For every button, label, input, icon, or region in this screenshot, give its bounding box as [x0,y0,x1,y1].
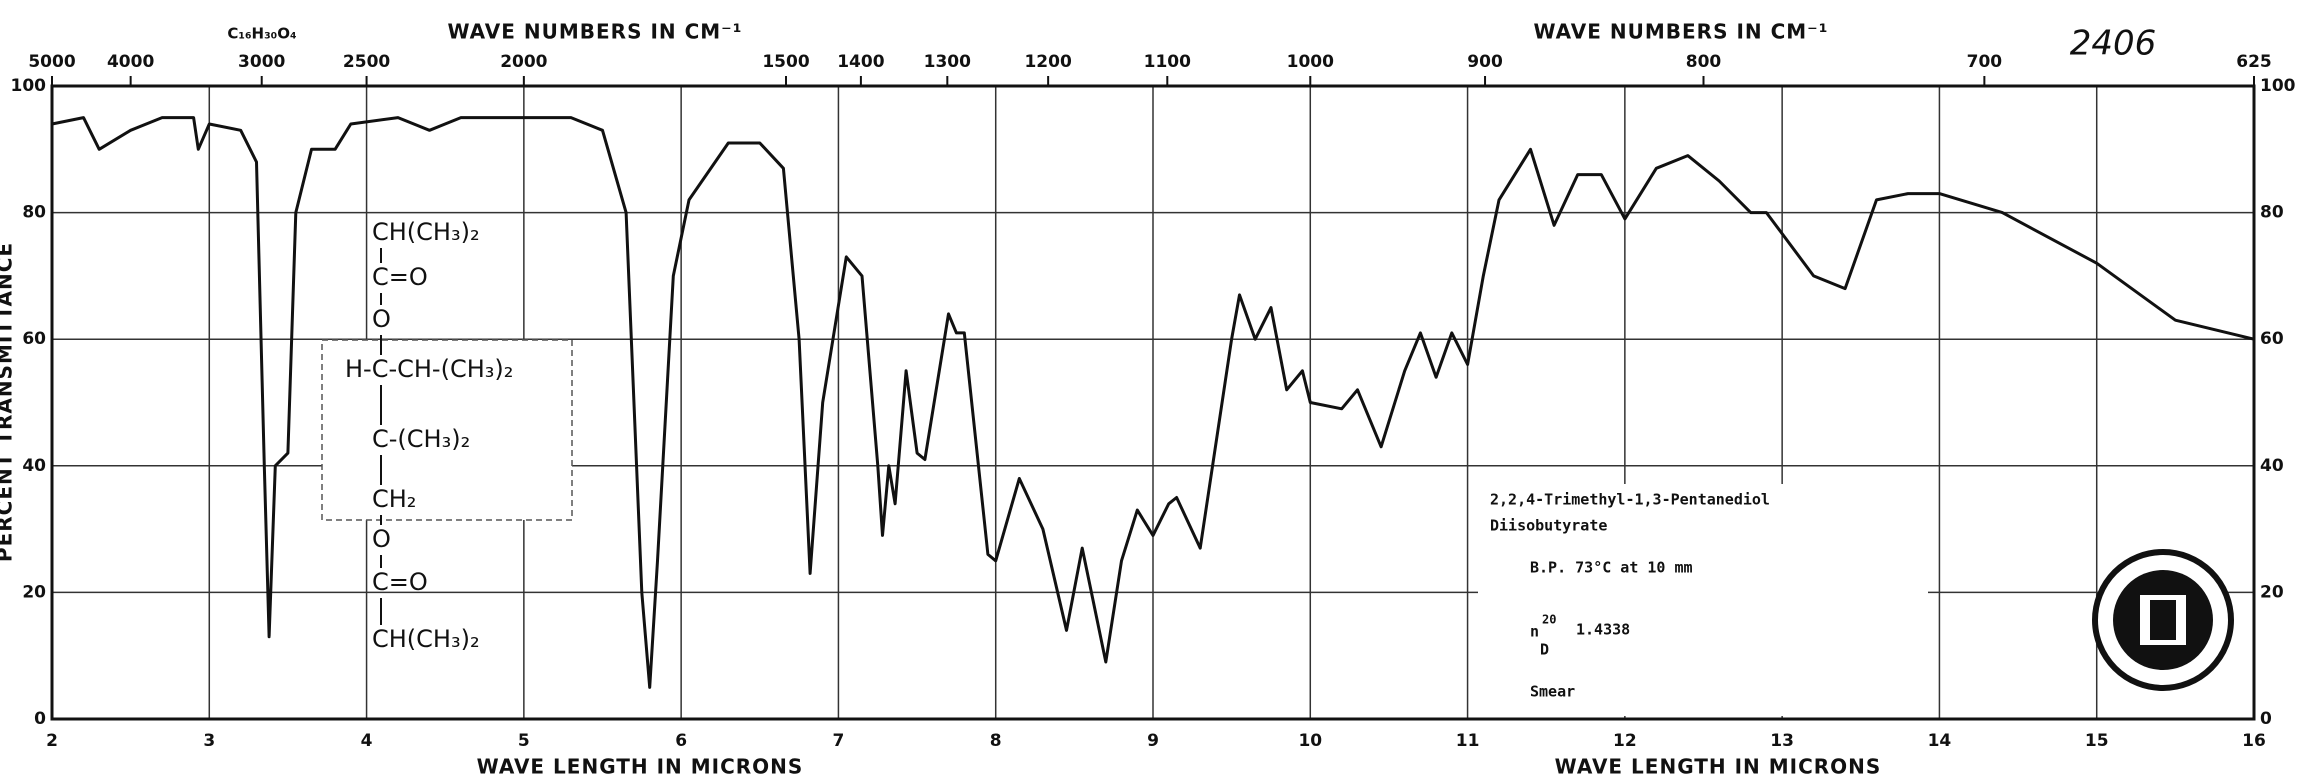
x-tick-label: 13 [1770,731,1794,751]
top-tick-label: 1300 [924,52,971,72]
top-tick-label: 2000 [500,52,547,72]
y-tick-label: 20 [2260,582,2284,602]
plot-frame [50,84,2256,721]
structure-box [321,339,573,521]
structure-text: C=O [372,263,428,291]
ri-line: D [1540,641,1549,659]
x-axis-title: WAVE LENGTH IN MICRONS [1555,755,1882,779]
structure-text: CH(CH₃)₂ [372,625,480,653]
top-tick-label: 700 [1967,52,2003,72]
x-axis-title: WAVE LENGTH IN MICRONS [477,755,804,779]
structure-text: C=O [372,568,428,596]
y-tick-label: 40 [22,456,46,476]
top-tick-label: 1200 [1024,52,1071,72]
x-tick-label: 5 [518,731,530,751]
top-axis-title: WAVE NUMBERS IN CM⁻¹ [448,20,743,44]
structure-text: O [372,525,391,553]
x-tick-label: 15 [2085,731,2109,751]
top-tick-label: 5000 [28,52,75,72]
x-tick-label: 7 [833,731,845,751]
y-tick-label: 100 [2260,76,2296,96]
top-tick-label: 4000 [107,52,154,72]
x-tick-label: 2 [46,731,58,751]
x-tick-label: 4 [361,731,373,751]
x-tick-label: 14 [1928,731,1952,751]
x-tick-label: 10 [1298,731,1322,751]
x-tick-label: 16 [2242,731,2266,751]
info-box [1478,484,1928,716]
x-tick-label: 6 [675,731,687,751]
structure-text: C-(CH₃)₂ [372,425,470,453]
top-axis-title: WAVE NUMBERS IN CM⁻¹ [1534,20,1829,44]
sample-prep: Smear [1530,683,1575,701]
y-tick-label: 100 [11,76,47,96]
x-tick-label: 3 [203,731,215,751]
structure-text: CH₂ [372,485,416,513]
y-tick-label: 0 [2260,709,2272,729]
compound-name: 2,2,4-Trimethyl-1,3-Pentanediol [1490,491,1770,509]
top-tick-label: 1500 [762,52,809,72]
top-tick-label: 625 [2236,52,2272,72]
top-tick-label: 900 [1467,52,1503,72]
y-tick-label: 0 [34,709,46,729]
structure-text: CH(CH₃)₂ [372,218,480,246]
top-tick-label: 2500 [343,52,390,72]
logo [2092,549,2234,691]
x-tick-label: 11 [1456,731,1480,751]
x-tick-label: 8 [990,731,1002,751]
y-tick-label: 20 [22,582,46,602]
spectrum-line [51,116,2255,689]
y-tick-label: 80 [2260,203,2284,223]
ri-temp: 20 [1542,613,1556,627]
formula: C₁₆H₃₀O₄ [227,25,296,43]
y-tick-label: 60 [22,329,46,349]
spectrum-number: 2406 [2070,24,2157,64]
compound-name: Diisobutyrate [1490,517,1607,535]
ri-value: 1.4338 [1576,621,1630,639]
structure-text: O [372,305,391,333]
x-tick-label: 9 [1147,731,1159,751]
top-tick-label: 1100 [1144,52,1191,72]
top-tick-label: 1000 [1287,52,1334,72]
top-tick-label: 800 [1686,52,1722,72]
top-tick-label: 3000 [238,52,285,72]
y-tick-label: 40 [2260,456,2284,476]
y-axis-title: PERCENT TRANSMITTANCE [0,242,17,562]
top-tick-label: 1400 [837,52,884,72]
structure-text: H-C-CH-(CH₃)₂ [345,355,513,383]
boiling-point: B.P. 73°C at 10 mm [1530,559,1693,577]
y-tick-label: 80 [22,203,46,223]
x-tick-label: 12 [1613,731,1637,751]
ri-symbol: n [1530,623,1539,641]
y-tick-label: 60 [2260,329,2284,349]
